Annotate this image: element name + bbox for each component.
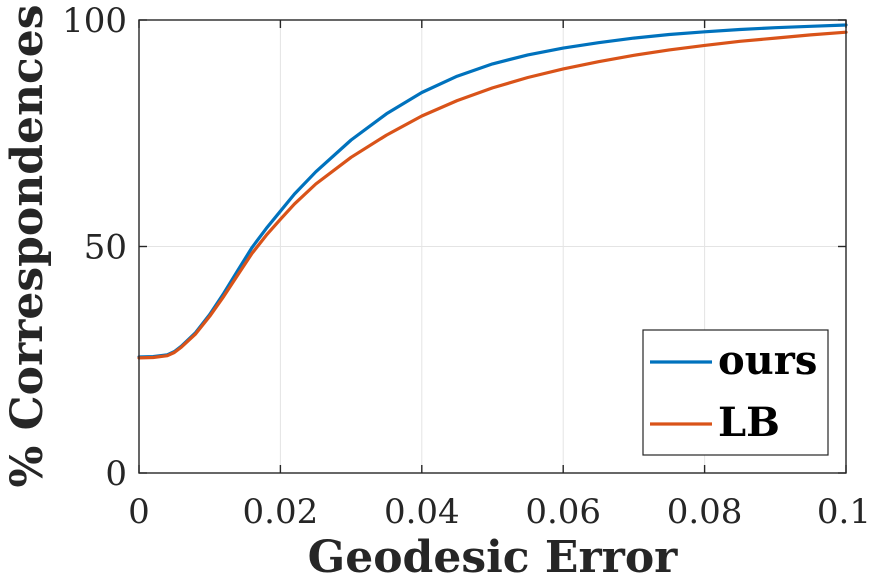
x-tick-label-4: 0.08 <box>667 492 743 532</box>
series-lines <box>137 23 848 360</box>
y-axis-label: % Correspondences <box>2 4 53 487</box>
x-tick-label-2: 0.04 <box>384 492 460 532</box>
y-tick-label-0: 0 <box>105 454 127 494</box>
legend-box <box>642 329 829 456</box>
legend-label-lb: LB <box>718 399 780 446</box>
x-axis-label: Geodesic Error <box>308 532 679 583</box>
x-tick-label-3: 0.06 <box>525 492 601 532</box>
legend-label-ours: ours <box>718 337 817 384</box>
y-tick-label-1: 50 <box>84 228 127 268</box>
legend: ours LB <box>642 329 829 456</box>
x-tick-label-0: 0 <box>128 492 150 532</box>
grid <box>139 20 846 473</box>
ticks: 0 0.02 0.04 0.06 0.08 0.1 0 50 100 <box>62 1 871 532</box>
x-tick-label-1: 0.02 <box>243 492 319 532</box>
y-tick-label-2: 100 <box>62 1 127 41</box>
series-line-lb <box>137 30 848 360</box>
x-tick-label-5: 0.1 <box>817 492 871 532</box>
